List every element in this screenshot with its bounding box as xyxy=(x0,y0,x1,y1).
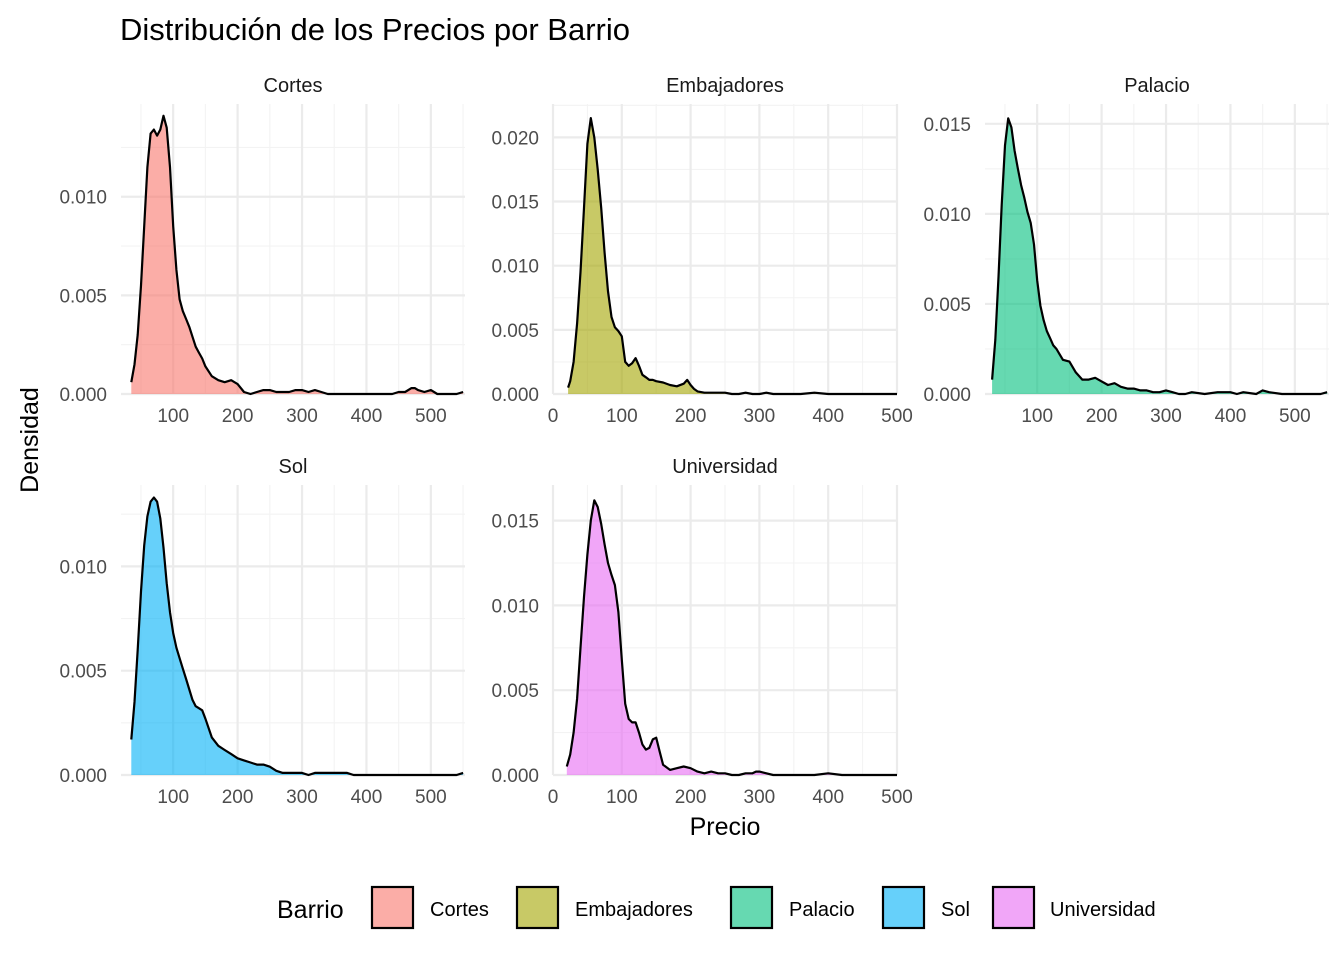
density-area-sol xyxy=(131,497,464,775)
y-tick-label: 0.000 xyxy=(491,385,539,406)
legend-label: Sol xyxy=(941,899,970,921)
y-tick-label: 0.000 xyxy=(59,766,107,787)
legend-label: Palacio xyxy=(789,899,855,921)
y-tick-label: 0.010 xyxy=(59,188,107,209)
legend-label: Cortes xyxy=(430,899,489,921)
density-line-palacio xyxy=(991,117,1328,396)
strip-label: Palacio xyxy=(1124,75,1190,97)
panel-sol: Sol 100 200 300 400 500 0.000 0.005 0.010 xyxy=(59,456,465,808)
x-tick-label: 500 xyxy=(415,787,447,808)
y-tick-label: 0.010 xyxy=(923,205,971,226)
panel-embajadores: Embajadores 0 100 200 300 400 500 0.000 0.005 0.0… xyxy=(491,75,912,427)
legend-item-universidad: Universidad xyxy=(991,885,1156,930)
x-tick-label: 300 xyxy=(744,787,776,808)
legend-title: Barrio xyxy=(277,896,344,924)
legend-item-cortes: Cortes xyxy=(370,885,489,930)
legend-item-embajadores: Embajadores xyxy=(515,885,693,930)
legend-swatch xyxy=(515,885,560,930)
x-tick-label: 200 xyxy=(222,406,254,427)
x-tick-label: 500 xyxy=(1279,406,1311,427)
density-line-universidad xyxy=(565,499,897,777)
chart-title: Distribución de los Precios por Barrio xyxy=(120,12,630,47)
x-tick-label: 100 xyxy=(1021,406,1053,427)
x-tick-label: 300 xyxy=(1150,406,1182,427)
x-tick-label: 200 xyxy=(222,787,254,808)
legend: Barrio Cortes Embajadores Palacio Sol Univer… xyxy=(277,885,1156,930)
x-tick-label: 300 xyxy=(744,406,776,427)
density-line-embajadores xyxy=(567,117,897,396)
y-tick-label: 0.000 xyxy=(923,385,971,406)
y-tick-label: 0.005 xyxy=(59,286,107,307)
x-tick-label: 400 xyxy=(351,406,383,427)
density-area-embajadores xyxy=(568,118,897,394)
density-area-cortes xyxy=(131,115,464,395)
legend-swatch xyxy=(991,885,1036,930)
density-area-palacio xyxy=(992,118,1328,395)
y-tick-label: 0.000 xyxy=(491,766,539,787)
legend-item-palacio: Palacio xyxy=(729,885,855,930)
x-tick-label: 200 xyxy=(1086,406,1118,427)
y-tick-label: 0.010 xyxy=(491,596,539,617)
y-tick-label: 0.010 xyxy=(491,257,539,278)
x-tick-label: 200 xyxy=(675,406,707,427)
x-tick-label: 300 xyxy=(286,406,318,427)
strip-label: Cortes xyxy=(264,75,323,97)
x-tick-label: 0 xyxy=(548,787,559,808)
y-tick-label: 0.005 xyxy=(491,321,539,342)
y-tick-label: 0.005 xyxy=(59,662,107,683)
y-tick-label: 0.010 xyxy=(59,557,107,578)
x-tick-label: 100 xyxy=(606,787,638,808)
strip-label: Universidad xyxy=(672,456,778,478)
x-tick-label: 200 xyxy=(675,787,707,808)
y-tick-label: 0.005 xyxy=(923,295,971,316)
x-tick-label: 300 xyxy=(286,787,318,808)
y-tick-label: 0.015 xyxy=(491,193,539,214)
x-tick-label: 500 xyxy=(415,406,447,427)
legend-label: Embajadores xyxy=(575,899,693,921)
y-axis-title: Densidad xyxy=(16,387,44,493)
y-tick-label: 0.005 xyxy=(491,681,539,702)
legend-swatch xyxy=(729,885,774,930)
panel-universidad: Universidad 0 100 200 300 400 500 0.000 0.005 0.0… xyxy=(491,456,912,808)
x-tick-label: 100 xyxy=(157,406,189,427)
x-axis-title: Precio xyxy=(690,813,761,841)
x-tick-label: 100 xyxy=(157,787,189,808)
y-tick-label: 0.020 xyxy=(491,128,539,149)
x-tick-label: 100 xyxy=(606,406,638,427)
density-area-universidad xyxy=(566,500,897,775)
y-tick-label: 0.000 xyxy=(59,385,107,406)
x-tick-label: 400 xyxy=(351,787,383,808)
legend-swatch xyxy=(881,885,926,930)
density-line-sol xyxy=(130,496,464,777)
strip-label: Sol xyxy=(279,456,308,478)
y-tick-label: 0.015 xyxy=(923,115,971,136)
strip-label: Embajadores xyxy=(666,75,784,97)
legend-label: Universidad xyxy=(1050,899,1156,921)
panel-cortes: Cortes 100 200 300 400 500 0.000 0.005 0.010 xyxy=(59,75,465,427)
x-tick-label: 400 xyxy=(812,406,844,427)
density-line-cortes xyxy=(130,114,464,396)
x-tick-label: 500 xyxy=(881,787,913,808)
x-tick-label: 500 xyxy=(881,406,913,427)
x-tick-label: 400 xyxy=(812,787,844,808)
x-tick-label: 0 xyxy=(548,406,559,427)
legend-item-sol: Sol xyxy=(881,885,970,930)
y-tick-label: 0.015 xyxy=(491,512,539,533)
legend-swatch xyxy=(370,885,415,930)
x-tick-label: 400 xyxy=(1215,406,1247,427)
panel-palacio: Palacio 100 200 300 400 500 0.000 0.005 0.010 0.0… xyxy=(923,75,1329,427)
